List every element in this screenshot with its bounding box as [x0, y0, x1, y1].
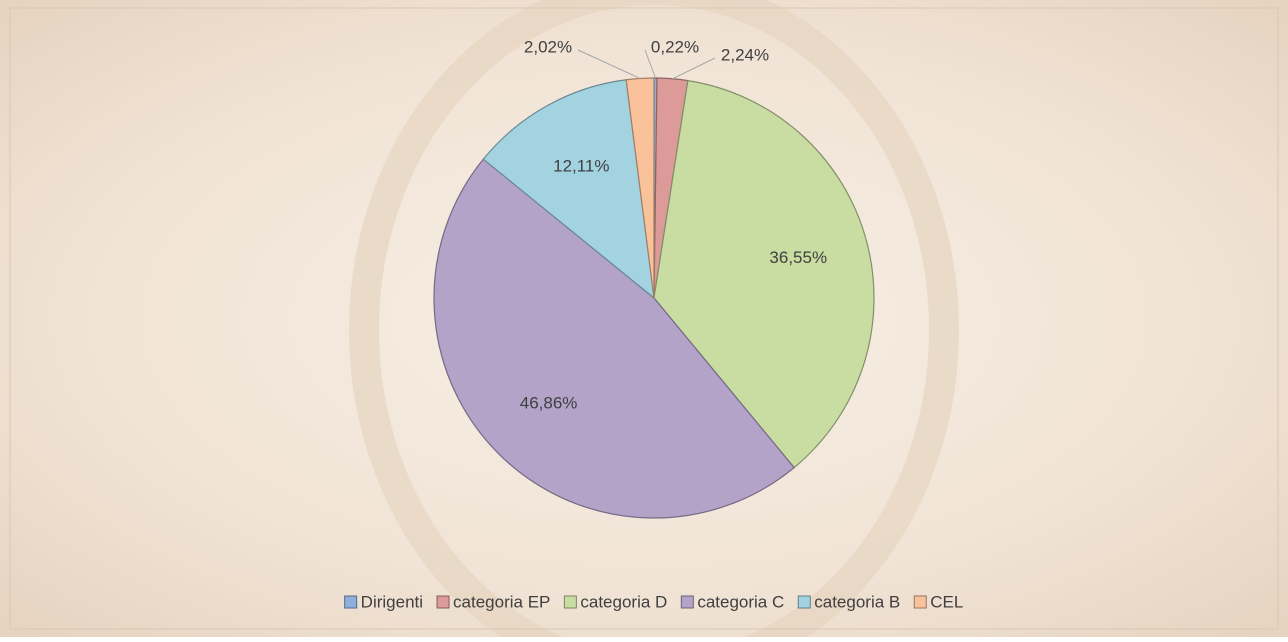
data-label: 0,22% — [651, 37, 699, 56]
legend-marker — [344, 595, 358, 609]
legend-marker — [680, 595, 694, 609]
background-ornament — [349, 0, 959, 642]
legend-label: CEL — [930, 592, 963, 611]
data-label: 12,11% — [553, 157, 609, 176]
legend-label: categoria C — [697, 592, 784, 611]
legend-label: categoria B — [814, 592, 900, 611]
pie-slice — [482, 79, 655, 300]
data-label: 2,24% — [721, 45, 769, 64]
legend-label: categoria D — [580, 592, 667, 611]
leader-line — [644, 49, 656, 79]
data-label: 36,55% — [769, 248, 827, 267]
leader-line — [672, 57, 716, 80]
data-label: 2,02% — [524, 37, 572, 56]
pie-slice — [653, 79, 875, 469]
legend-marker — [797, 595, 811, 609]
chart-border — [9, 7, 1279, 630]
leader-line — [577, 49, 641, 79]
legend-marker — [913, 595, 927, 609]
legend-label: categoria EP — [453, 592, 550, 611]
data-label: 46,86% — [520, 394, 578, 413]
legend-marker — [563, 595, 577, 609]
legend-marker — [436, 595, 450, 609]
pie-slice — [433, 158, 795, 519]
legend-label: Dirigenti — [361, 592, 423, 611]
